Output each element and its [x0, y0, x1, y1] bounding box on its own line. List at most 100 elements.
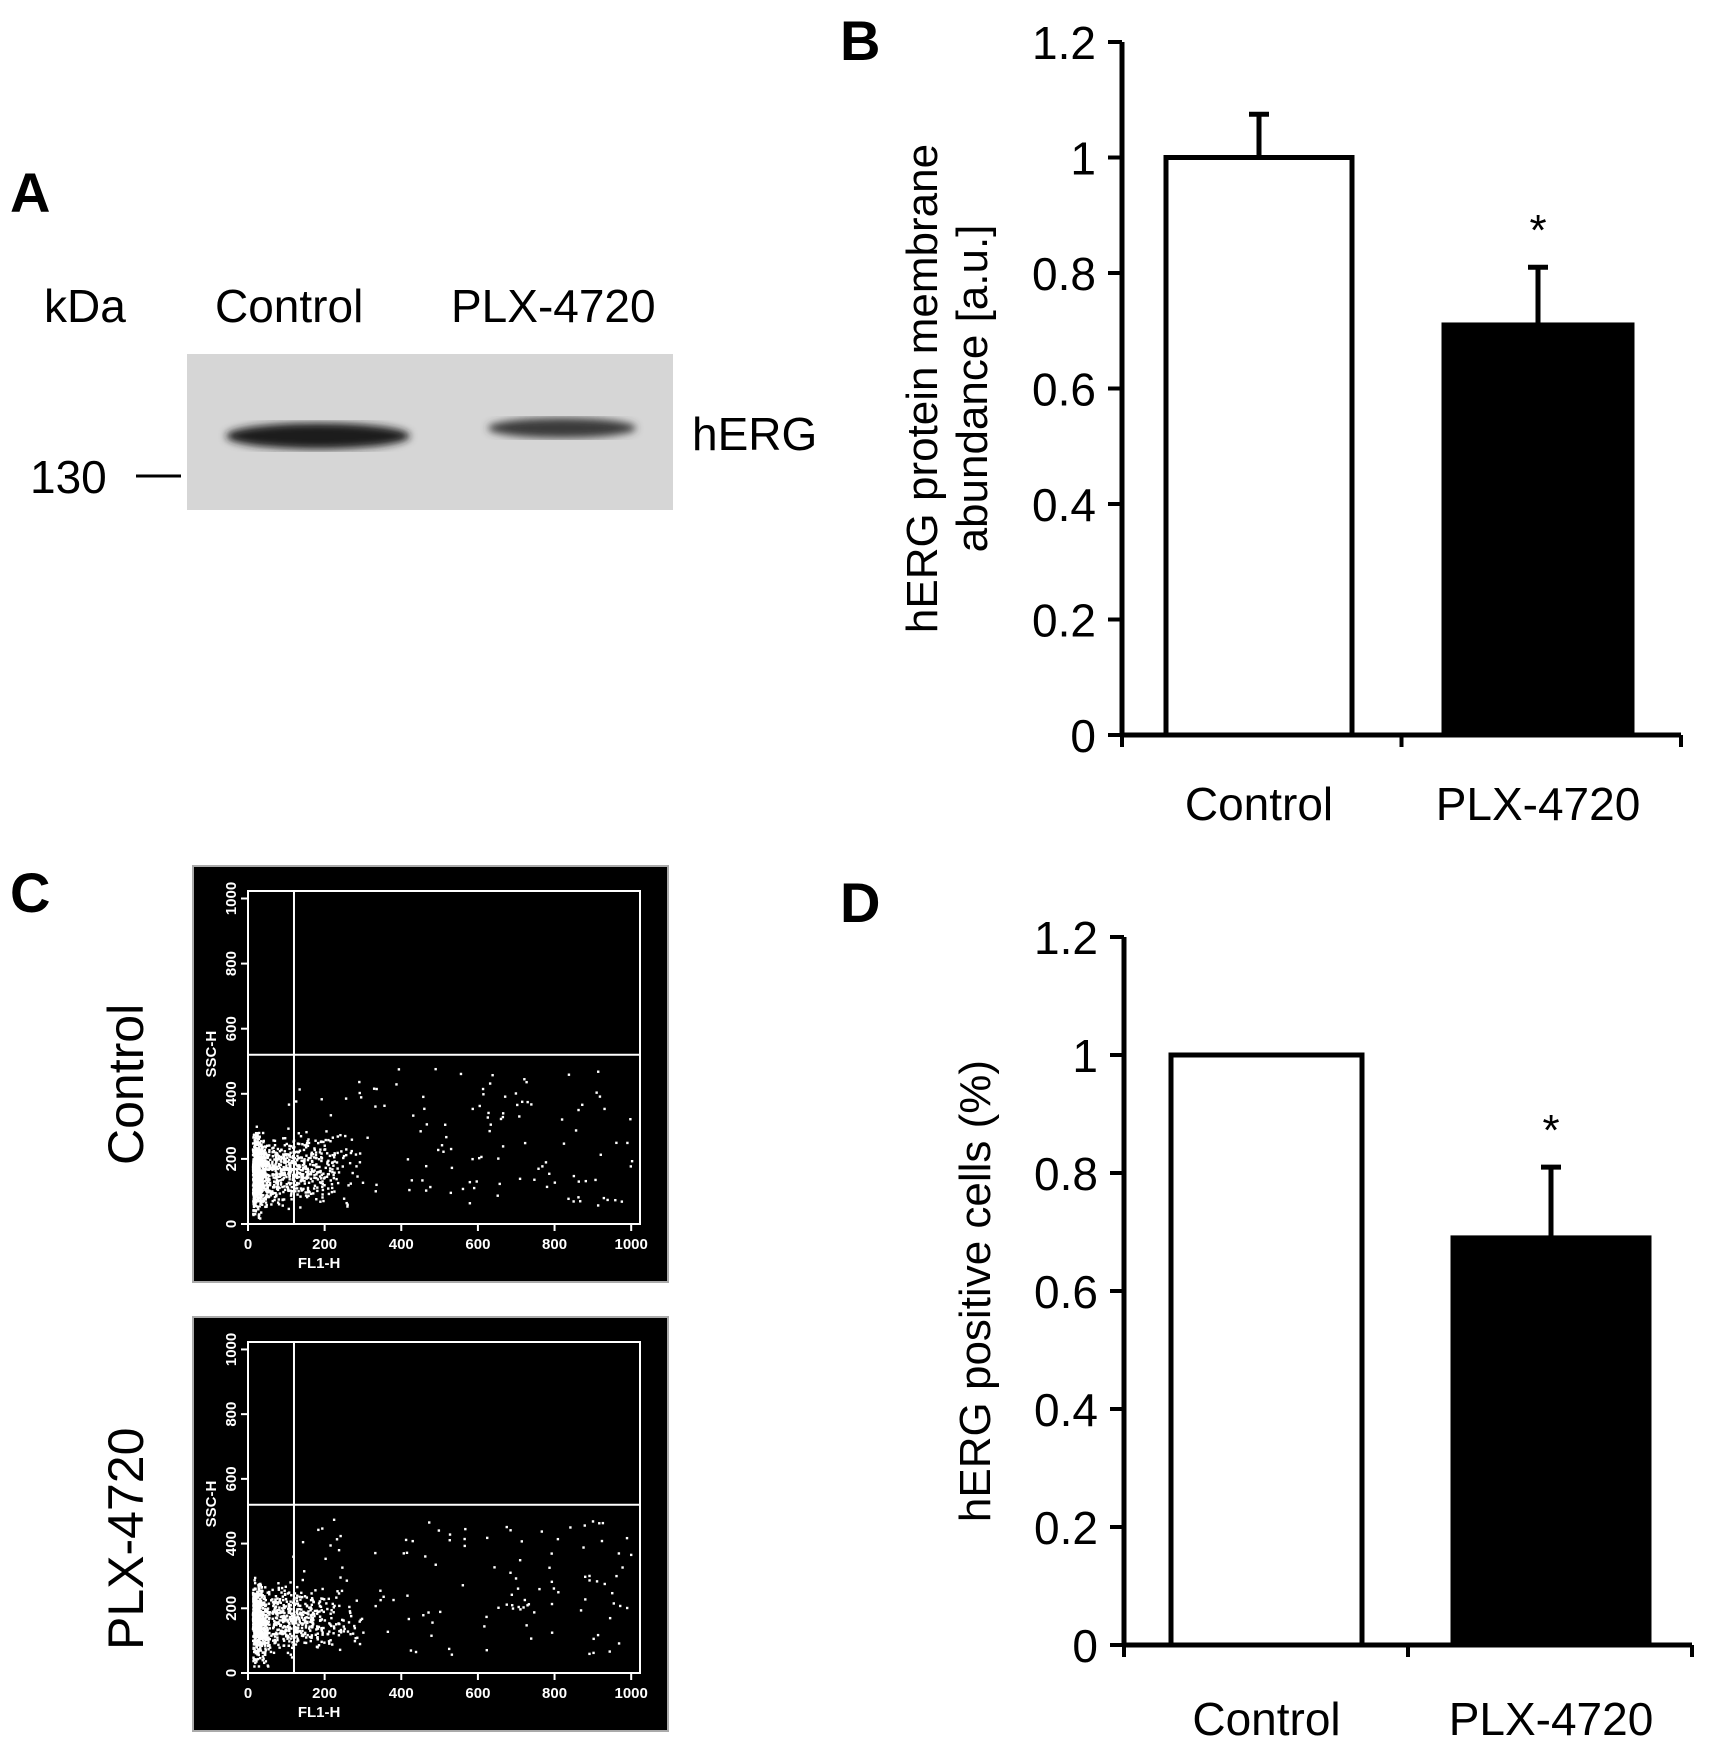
scatter-point: [472, 1186, 476, 1190]
scatter-point: [260, 1180, 263, 1184]
scatter-point: [295, 1171, 299, 1175]
scatter-point: [311, 1180, 314, 1183]
scatter-point: [297, 1604, 300, 1607]
scatter-point: [355, 1165, 358, 1168]
scatter-point: [273, 1195, 277, 1199]
scatter-point: [277, 1622, 281, 1625]
scatter-point: [310, 1636, 313, 1639]
scatter-point: [282, 1137, 285, 1140]
scatter-point: [277, 1175, 281, 1179]
scatter-point: [299, 1598, 302, 1601]
scatter-point: [272, 1176, 275, 1179]
scatter-point: [324, 1138, 327, 1142]
scatter-point: [261, 1147, 264, 1151]
scatter-point: [301, 1622, 305, 1625]
scatter-point: [307, 1169, 310, 1172]
scatter-point: [342, 1619, 345, 1622]
scatter-point: [291, 1146, 295, 1149]
scatter-point: [256, 1638, 260, 1642]
scatter-point: [261, 1651, 265, 1654]
scatter-point: [272, 1139, 275, 1142]
scatter-point: [267, 1640, 270, 1643]
scatter-point: [254, 1176, 258, 1179]
scatter-point: [317, 1625, 321, 1629]
scatter-point: [275, 1178, 279, 1181]
scatter-point: [305, 1175, 308, 1178]
scatter-point: [520, 1540, 524, 1543]
scatter-point: [275, 1612, 278, 1616]
scatter-point: [253, 1658, 256, 1662]
scatter-point: [290, 1646, 294, 1650]
scatter-point: [259, 1160, 262, 1163]
scatter-point: [353, 1639, 357, 1643]
scatter-point: [255, 1192, 258, 1195]
scatter-point: [592, 1651, 595, 1655]
scatter-point: [629, 1165, 633, 1168]
scatter-point: [274, 1632, 277, 1636]
scatter-point: [270, 1634, 273, 1637]
scatter-point: [335, 1596, 338, 1599]
scatter-point: [305, 1141, 309, 1145]
scatter-point: [486, 1116, 490, 1119]
scatter-point: [274, 1169, 277, 1172]
scatter-point: [289, 1612, 293, 1615]
band-plx: [488, 418, 636, 438]
scatter-point: [291, 1173, 295, 1177]
scatter-point: [334, 1623, 338, 1626]
scatter-point: [281, 1617, 285, 1620]
scatter-point: [288, 1144, 291, 1148]
scatter-point: [621, 1566, 624, 1569]
scatter-point: [254, 1168, 258, 1172]
scatter-point: [358, 1642, 362, 1646]
scatter-point: [264, 1179, 267, 1183]
scatter-point: [264, 1161, 267, 1164]
scatter-point: [257, 1147, 260, 1150]
y-axis-label: hERG positive cells (%): [951, 1060, 1000, 1522]
scatter-point: [424, 1189, 428, 1192]
scatter-point: [501, 1145, 505, 1148]
scatter-point: [260, 1162, 263, 1166]
scatter-point: [255, 1175, 259, 1178]
scatter-point: [336, 1151, 339, 1155]
scatter-point: [510, 1593, 514, 1596]
y-tick-label: 600: [223, 1466, 240, 1491]
scatter-point: [349, 1614, 353, 1618]
scatter-point: [276, 1147, 280, 1151]
scatter-point: [523, 1141, 527, 1145]
scatter-point: [258, 1617, 262, 1620]
scatter-point: [550, 1631, 554, 1634]
scatter-point: [289, 1161, 293, 1164]
scatter-point: [300, 1175, 303, 1178]
scatter-point: [298, 1607, 301, 1611]
scatter-point: [290, 1185, 293, 1189]
scatter-point: [296, 1613, 299, 1616]
scatter-point: [281, 1607, 284, 1610]
scatter-point: [256, 1622, 260, 1625]
scatter-point: [305, 1596, 309, 1599]
kda-label: kDa: [44, 280, 126, 332]
scatter-point: [296, 1615, 299, 1619]
scatter-point: [304, 1641, 308, 1645]
scatter-point: [493, 1566, 496, 1569]
scatter-point: [311, 1620, 314, 1623]
scatter-point: [263, 1170, 266, 1173]
scatter-point: [282, 1167, 285, 1171]
scatter-point: [305, 1130, 308, 1134]
scatter-point: [480, 1155, 483, 1159]
scatter-point: [300, 1631, 303, 1635]
scatter-point: [275, 1193, 278, 1197]
scatter-point: [279, 1601, 282, 1604]
scatter-point: [257, 1613, 261, 1616]
scatter-point: [358, 1080, 361, 1084]
scatter-point: [290, 1614, 294, 1618]
scatter-point: [252, 1133, 256, 1136]
scatter-point: [254, 1161, 257, 1165]
scatter-point: [252, 1612, 256, 1615]
scatter-point: [315, 1625, 319, 1628]
scatter-point: [289, 1600, 292, 1603]
scatter-point: [278, 1172, 281, 1176]
scatter-point: [501, 1112, 505, 1115]
scatter-point: [254, 1607, 257, 1610]
scatter-point: [533, 1178, 536, 1181]
scatter-point: [285, 1600, 289, 1603]
